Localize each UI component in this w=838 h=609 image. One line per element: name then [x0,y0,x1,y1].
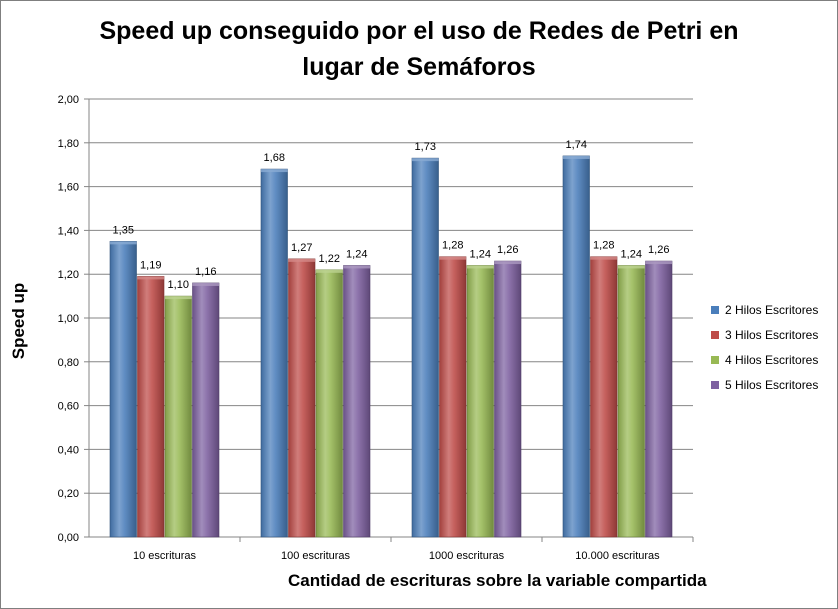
legend-label: 3 Hilos Escritores [725,327,819,342]
data-label: 1,73 [415,141,436,153]
bar-top-highlight [343,265,370,269]
y-tick-label: 1,00 [58,313,79,325]
x-tick-label: 10.000 escrituras [575,550,660,562]
legend-item: 2 Hilos Escritores [711,297,818,322]
bar [466,265,494,538]
x-axis-label: Cantidad de escrituras sobre la variable… [288,571,707,590]
bar [439,256,467,538]
y-tick-label: 1,20 [58,269,79,281]
y-tick-label: 1,40 [58,225,79,237]
data-label: 1,28 [593,240,614,252]
legend-item: 5 Hilos Escritores [711,372,818,397]
bar [645,260,673,538]
bar [164,295,192,538]
y-tick-label: 2,00 [58,94,79,106]
data-label: 1,24 [346,248,367,260]
bar [411,157,439,538]
bar [617,265,645,538]
data-label: 1,24 [621,248,642,260]
bar-top-highlight [494,261,521,265]
data-label: 1,74 [566,139,587,151]
bar-top-highlight [590,256,617,260]
legend-item: 4 Hilos Escritores [711,347,818,372]
bars [109,155,673,538]
data-label: 1,26 [497,244,518,256]
bar-top-highlight [412,158,439,162]
bar [109,241,137,538]
legend-swatch [711,330,719,339]
x-tick-label: 100 escrituras [281,550,351,562]
legend-swatch [711,355,719,364]
bar-top-highlight [110,241,137,245]
y-tick-label: 0,00 [58,532,79,544]
legend-swatch [711,380,719,389]
bar [137,276,165,538]
bar [288,258,316,538]
bar-top-highlight [192,282,219,286]
data-label: 1,24 [470,248,491,260]
y-axis-label: Speed up [9,282,28,360]
legend-item: 3 Hilos Escritores [711,322,818,347]
bar [343,265,371,538]
bar-top-highlight [288,258,315,262]
chart-title-line-1: Speed up conseguido por el uso de Redes … [99,17,739,45]
x-tick-label: 10 escrituras [133,550,196,562]
y-tick-label: 1,80 [58,138,79,150]
legend: 2 Hilos Escritores 3 Hilos Escritores 4 Hi… [711,297,818,397]
legend-label: 4 Hilos Escritores [725,352,819,367]
data-label: 1,68 [264,152,285,164]
data-label: 1,35 [113,224,134,236]
bar [260,168,288,538]
bar [192,282,220,538]
x-tick-label: 1000 escrituras [429,550,505,562]
data-label: 1,26 [648,244,669,256]
legend-label: 2 Hilos Escritores [725,302,819,317]
y-tick-label: 1,60 [58,182,79,194]
data-label: 1,10 [168,279,189,291]
data-labels: 1,35 1,19 1,10 1,16 1,68 1,27 1,22 1,24 1,73 1,28… [113,139,670,291]
bar-top-highlight [137,276,164,280]
legend-label: 5 Hilos Escritores [725,377,819,392]
bar-top-highlight [467,265,494,269]
y-tick-label: 0,60 [58,401,79,413]
bar-top-highlight [618,265,645,269]
bar-top-highlight [645,261,672,265]
data-label: 1,22 [319,253,340,265]
y-tick-label: 0,40 [58,444,79,456]
bar [494,260,522,538]
bar [590,256,618,538]
data-label: 1,16 [195,266,216,278]
legend-swatch [711,305,719,314]
chart-title-line-2: lugar de Semáforos [302,53,536,81]
bar-top-highlight [316,269,343,273]
data-label: 1,27 [291,242,312,254]
data-label: 1,28 [442,240,463,252]
bar-top-highlight [165,296,192,300]
bar-top-highlight [563,155,590,159]
chart-title: Speed up conseguido por el uso de Redes … [1,13,837,85]
y-tick-label: 0,80 [58,357,79,369]
data-label: 1,19 [140,259,161,271]
bar [315,269,343,538]
y-tick-label: 0,20 [58,488,79,500]
bar-top-highlight [439,256,466,260]
bar [562,155,590,538]
bar-top-highlight [261,169,288,173]
